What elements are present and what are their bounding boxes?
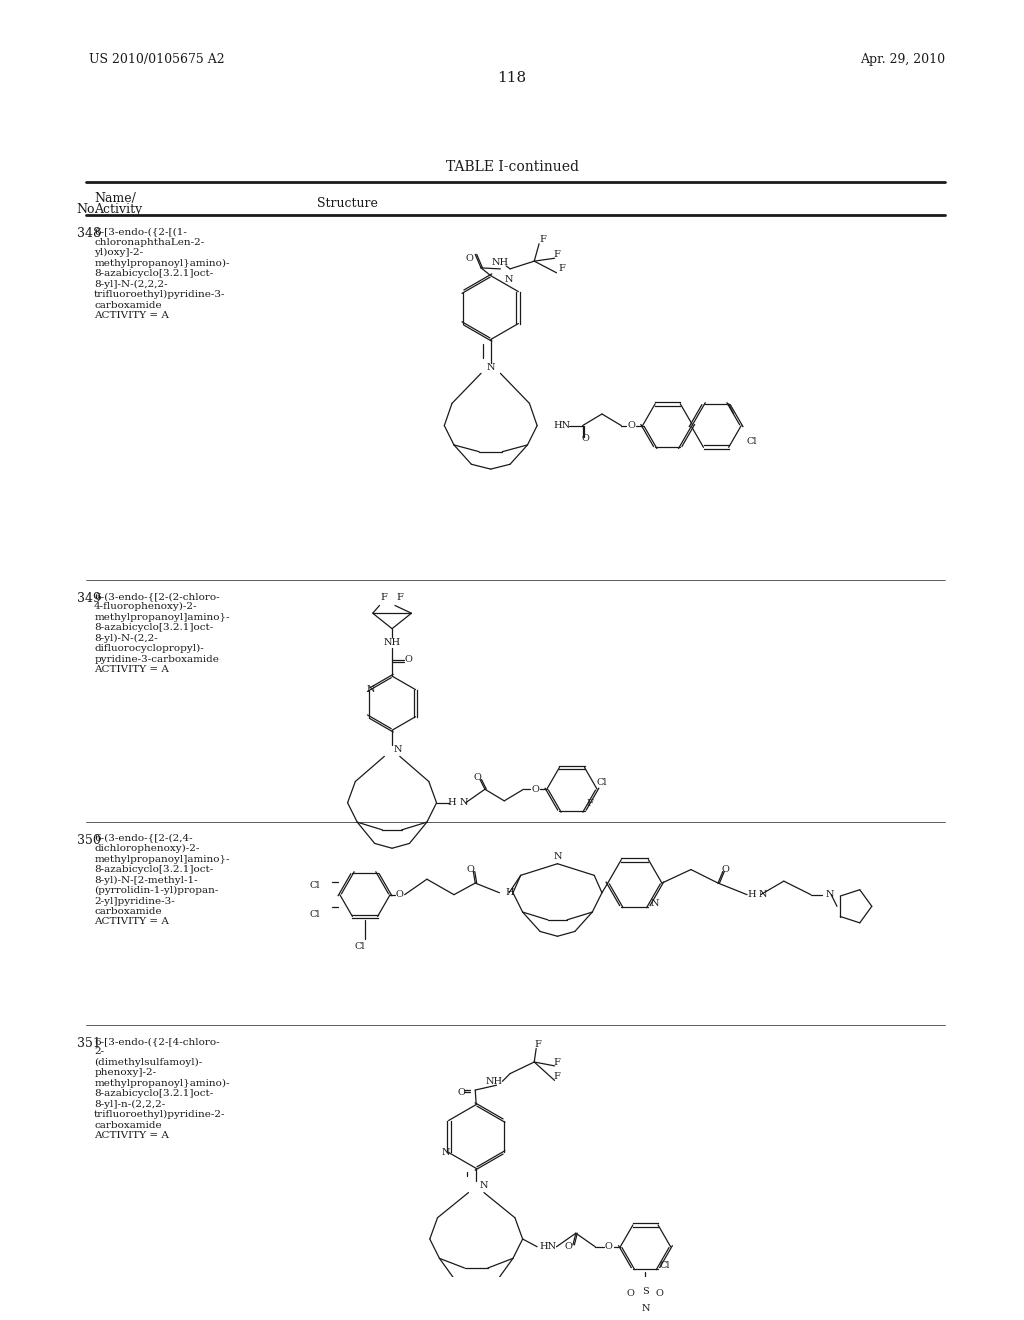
Text: No.: No. [77, 203, 99, 216]
Text: H: H [748, 890, 756, 899]
Text: 6-[3-endo-({2-[(1-
chloronaphthaLen-2-
yl)oxy]-2-
methylpropanoyl}amino)-
8-azab: 6-[3-endo-({2-[(1- chloronaphthaLen-2- y… [94, 227, 229, 319]
Text: 6-[3-endo-({2-[4-chloro-
2-
(dimethylsulfamoyl)-
phenoxy]-2-
methylpropanoyl}ami: 6-[3-endo-({2-[4-chloro- 2- (dimethylsul… [94, 1036, 229, 1140]
Text: H: H [505, 888, 514, 898]
Text: O: O [627, 421, 635, 430]
Text: N: N [479, 1181, 487, 1191]
Text: N: N [825, 890, 834, 899]
Text: F: F [539, 235, 546, 244]
Text: 350: 350 [77, 834, 100, 846]
Text: F: F [587, 799, 593, 808]
Text: Cl: Cl [660, 1261, 671, 1270]
Text: O: O [466, 253, 473, 263]
Text: 6-(3-endo-{[2-(2-chloro-
4-fluorophenoxy)-2-
methylpropanoyl]amino}-
8-azabicycl: 6-(3-endo-{[2-(2-chloro- 4-fluorophenoxy… [94, 591, 229, 675]
Text: O: O [458, 1089, 466, 1097]
Text: N: N [394, 744, 402, 754]
Text: Apr. 29, 2010: Apr. 29, 2010 [860, 53, 945, 66]
Text: H: H [447, 799, 457, 808]
Text: O: O [564, 1242, 572, 1251]
Text: N: N [505, 276, 513, 284]
Text: Cl: Cl [310, 880, 321, 890]
Text: O: O [626, 1288, 634, 1298]
Text: N: N [650, 899, 658, 908]
Text: Cl: Cl [355, 942, 366, 952]
Text: O: O [404, 655, 413, 664]
Text: F: F [558, 264, 565, 273]
Text: US 2010/0105675 A2: US 2010/0105675 A2 [89, 53, 225, 66]
Text: O: O [722, 865, 730, 874]
Text: S: S [642, 1287, 649, 1296]
Text: HN: HN [554, 421, 570, 430]
Text: O: O [467, 865, 474, 874]
Text: O: O [473, 774, 481, 783]
Text: 118: 118 [498, 70, 526, 84]
Text: F: F [396, 593, 403, 602]
Text: TABLE I-continued: TABLE I-continued [445, 160, 579, 174]
Text: Name/: Name/ [94, 191, 136, 205]
Text: 6-(3-endo-{[2-(2,4-
dichlorophenoxy)-2-
methylpropanoyl]amino}-
8-azabicyclo[3.2: 6-(3-endo-{[2-(2,4- dichlorophenoxy)-2- … [94, 834, 229, 927]
Text: 349: 349 [77, 591, 100, 605]
Text: N: N [486, 363, 495, 372]
Text: F: F [554, 1057, 560, 1067]
Text: N: N [553, 851, 562, 861]
Text: O: O [655, 1288, 663, 1298]
Text: O: O [396, 890, 403, 899]
Text: F: F [554, 249, 560, 259]
Text: O: O [582, 434, 590, 442]
Text: N: N [367, 685, 375, 694]
Text: NH: NH [486, 1077, 503, 1086]
Text: N: N [441, 1148, 450, 1156]
Text: NH: NH [384, 638, 400, 647]
Text: N: N [759, 890, 767, 899]
Text: Activity: Activity [94, 203, 142, 216]
Text: NH: NH [492, 257, 509, 267]
Text: Cl: Cl [746, 437, 757, 446]
Text: F: F [535, 1040, 541, 1049]
Text: 348: 348 [77, 227, 100, 240]
Text: HN: HN [539, 1242, 556, 1251]
Text: Cl: Cl [310, 909, 321, 919]
Text: F: F [554, 1072, 560, 1081]
Text: O: O [531, 785, 540, 793]
Text: 351: 351 [77, 1036, 100, 1049]
Text: N: N [460, 799, 468, 808]
Text: O: O [605, 1242, 612, 1251]
Text: F: F [381, 593, 388, 602]
Text: N: N [641, 1304, 649, 1313]
Text: Cl: Cl [597, 777, 607, 787]
Text: Structure: Structure [316, 197, 378, 210]
